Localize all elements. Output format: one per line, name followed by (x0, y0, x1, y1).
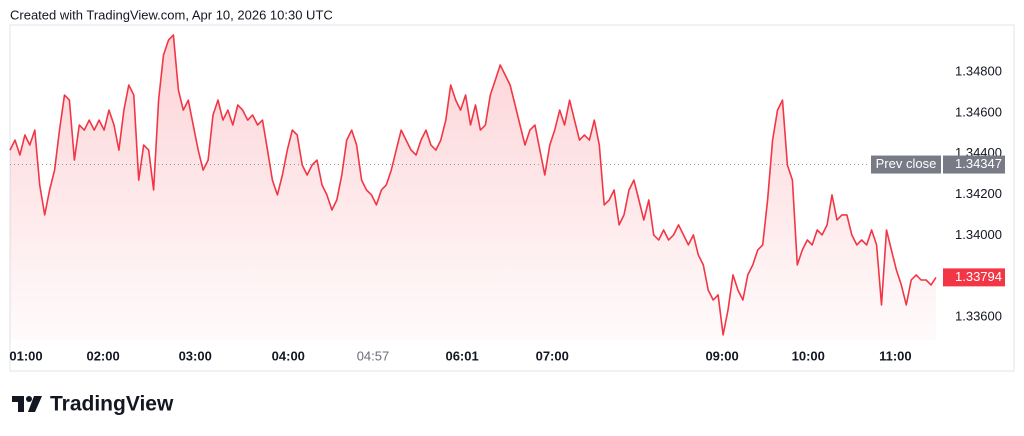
last-price-tag (943, 268, 1005, 287)
x-tick-label: 09:00 (705, 348, 738, 363)
prev-close-value: 1.34347 (955, 156, 1002, 171)
area-fill (10, 35, 936, 340)
logo-mark (26, 396, 32, 402)
y-tick-label: 1.34600 (955, 104, 1002, 119)
x-tick-label: 04:57 (357, 348, 390, 363)
x-tick-label: 03:00 (179, 348, 212, 363)
logo-mark (12, 396, 24, 412)
x-tick-label: 04:00 (272, 348, 305, 363)
prev-close-value-tag (943, 155, 1005, 174)
x-tick-label: 01:00 (9, 348, 42, 363)
x-tick-label: 02:00 (86, 348, 119, 363)
x-tick-label: 07:00 (536, 348, 569, 363)
y-tick-label: 1.34000 (955, 227, 1002, 242)
price-line (9, 34, 937, 336)
prev-close-label: Prev close (876, 156, 937, 171)
x-tick-label: 06:01 (445, 348, 478, 363)
x-tick-label: 10:00 (792, 348, 825, 363)
prev-close-tag (871, 155, 941, 174)
logo-mark (28, 396, 42, 412)
last-price-label: 1.33794 (955, 269, 1002, 284)
plot: 1.348001.346001.344001.342001.340001.336… (9, 34, 1005, 363)
x-tick-label: 11:00 (879, 348, 912, 363)
y-tick-label: 1.33600 (955, 308, 1002, 323)
y-tick-label: 1.34200 (955, 186, 1002, 201)
logo: TradingView (12, 393, 174, 416)
brand: TradingView (50, 393, 174, 416)
header: Created with TradingView.com, Apr 10, 20… (10, 7, 333, 22)
y-tick-label: 1.34800 (955, 64, 1002, 79)
